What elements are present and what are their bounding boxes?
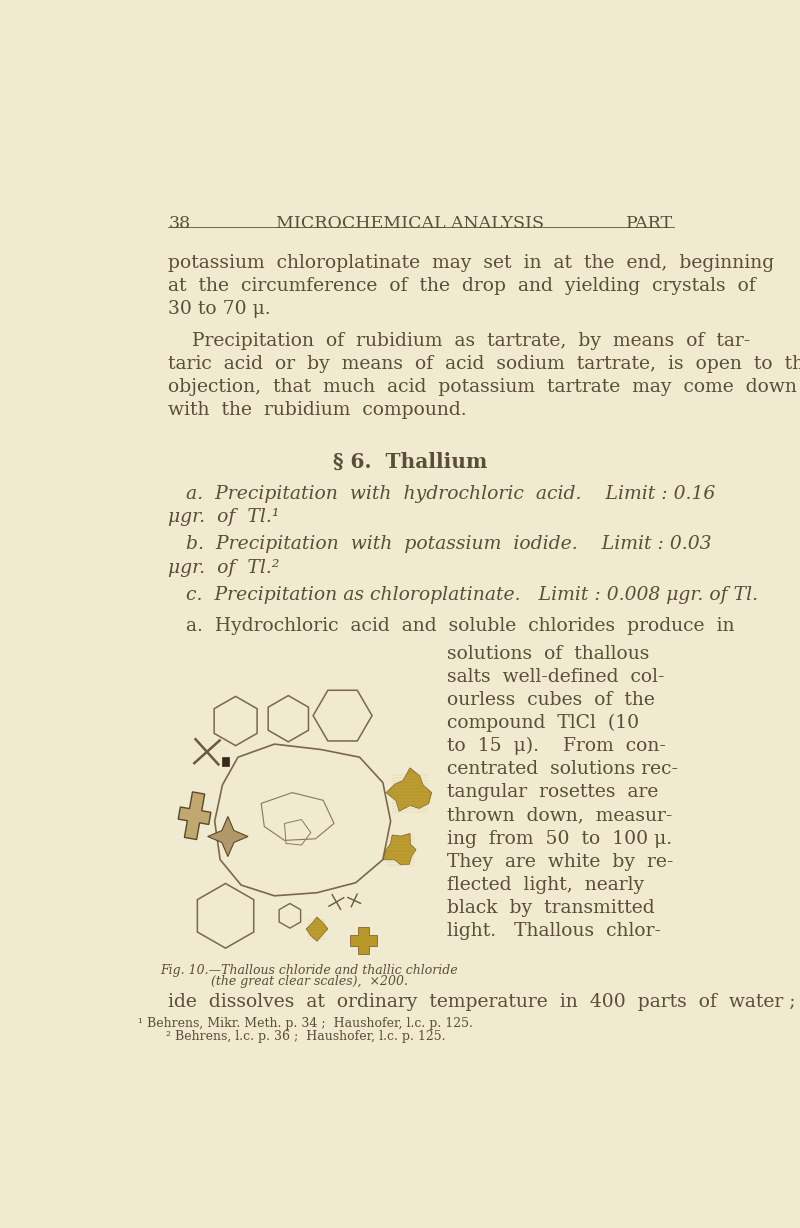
Text: to  15  μ).    From  con-: to 15 μ). From con- [447,737,666,755]
Text: potassium  chloroplatinate  may  set  in  at  the  end,  beginning: potassium chloroplatinate may set in at … [168,254,774,271]
Text: μgr.  of  Tl.²: μgr. of Tl.² [168,559,279,576]
Text: ide  dissolves  at  ordinary  temperature  in  400  parts  of  water ;: ide dissolves at ordinary temperature in… [168,992,796,1011]
Polygon shape [306,917,328,942]
Text: § 6.  Thallium: § 6. Thallium [333,452,487,473]
Text: ² Behrens, l.c. p. 36 ;  Haushofer, l.c. p. 125.: ² Behrens, l.c. p. 36 ; Haushofer, l.c. … [166,1030,445,1043]
Text: centrated  solutions rec-: centrated solutions rec- [447,760,678,779]
Text: Precipitation  of  rubidium  as  tartrate,  by  means  of  tar-: Precipitation of rubidium as tartrate, b… [168,332,750,350]
Text: at  the  circumference  of  the  drop  and  yielding  crystals  of: at the circumference of the drop and yie… [168,276,756,295]
Polygon shape [222,758,230,766]
Text: flected  light,  nearly: flected light, nearly [447,876,644,894]
Text: compound  TlCl  (10: compound TlCl (10 [447,713,639,732]
Text: 30 to 70 μ.: 30 to 70 μ. [168,300,271,318]
Text: with  the  rubidium  compound.: with the rubidium compound. [168,402,467,420]
Text: objection,  that  much  acid  potassium  tartrate  may  come  down: objection, that much acid potassium tart… [168,378,797,397]
Text: ing  from  50  to  100 μ.: ing from 50 to 100 μ. [447,830,672,847]
Text: taric  acid  or  by  means  of  acid  sodium  tartrate,  is  open  to  the: taric acid or by means of acid sodium ta… [168,355,800,373]
Text: black  by  transmitted: black by transmitted [447,899,655,917]
Text: 38: 38 [168,215,190,232]
Text: μgr.  of  Tl.¹: μgr. of Tl.¹ [168,507,279,526]
Text: (the great clear scales),  ×200.: (the great clear scales), ×200. [210,975,408,989]
Text: Fig. 10.—Thallous chloride and thallic chloride: Fig. 10.—Thallous chloride and thallic c… [161,964,458,976]
Polygon shape [386,768,432,812]
Text: tangular  rosettes  are: tangular rosettes are [447,783,658,802]
Text: ¹ Behrens, Mikr. Meth. p. 34 ;  Haushofer, l.c. p. 125.: ¹ Behrens, Mikr. Meth. p. 34 ; Haushofer… [138,1018,473,1030]
Text: salts  well-defined  col-: salts well-defined col- [447,668,665,686]
Polygon shape [178,792,211,840]
Text: a.  Hydrochloric  acid  and  soluble  chlorides  produce  in: a. Hydrochloric acid and soluble chlorid… [168,616,734,635]
Text: b.  Precipitation  with  potassium  iodide.    Limit : 0.03: b. Precipitation with potassium iodide. … [168,535,712,554]
Polygon shape [350,927,378,954]
Text: c.  Precipitation as chloroplatinate.   Limit : 0.008 μgr. of Tl.: c. Precipitation as chloroplatinate. Lim… [168,586,758,604]
Polygon shape [208,817,248,857]
Text: light.   Thallous  chlor-: light. Thallous chlor- [447,922,662,939]
Text: a.  Precipitation  with  hydrochloric  acid.    Limit : 0.16: a. Precipitation with hydrochloric acid.… [168,485,715,502]
Text: PART: PART [626,215,674,232]
Text: solutions  of  thallous: solutions of thallous [447,645,650,663]
Text: thrown  down,  measur-: thrown down, measur- [447,807,673,824]
Text: They  are  white  by  re-: They are white by re- [447,852,674,871]
Polygon shape [383,834,416,865]
Text: ourless  cubes  of  the: ourless cubes of the [447,691,655,709]
Text: MICROCHEMICAL ANALYSIS: MICROCHEMICAL ANALYSIS [276,215,544,232]
